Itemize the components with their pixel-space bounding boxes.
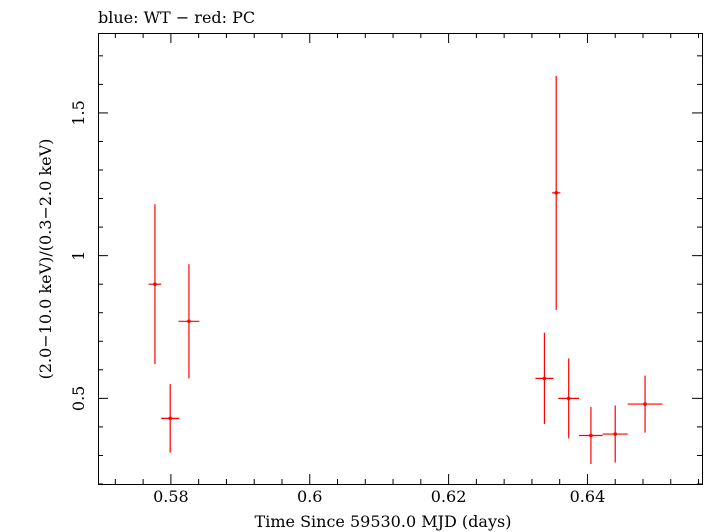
y-tick-label: 0.5 <box>69 386 88 411</box>
data-point <box>535 332 554 425</box>
data-point <box>148 204 162 365</box>
point-marker <box>589 433 593 438</box>
y-tick-label: 1.5 <box>69 100 88 125</box>
x-axis-label: Time Since 59530.0 MJD (days) <box>255 512 512 531</box>
y-axis-label: (2.0−10.0 keV)/(0.3−2.0 keV) <box>36 139 55 380</box>
data-point <box>602 405 628 463</box>
x-tick-label: 0.6 <box>297 487 322 506</box>
y-tick-label: 1 <box>69 251 88 261</box>
x-tick-label: 0.64 <box>570 487 606 506</box>
plot-frame <box>98 33 703 485</box>
data-point <box>579 406 603 465</box>
data-point <box>558 358 580 439</box>
data-point <box>161 384 180 453</box>
y-axis-ticks: 0.5 1 1.5 <box>69 55 702 485</box>
x-tick-label: 0.58 <box>153 487 189 506</box>
point-marker <box>613 432 618 436</box>
data-points <box>148 75 663 465</box>
point-marker <box>542 376 547 381</box>
point-marker <box>187 319 191 324</box>
data-point <box>178 264 200 379</box>
data-point <box>552 75 561 310</box>
point-marker <box>168 416 173 421</box>
data-point <box>627 375 663 433</box>
x-axis-ticks: 0.58 0.6 0.62 0.64 <box>114 33 700 506</box>
point-marker <box>566 396 571 401</box>
x-tick-label: 0.62 <box>431 487 467 506</box>
chart-title: blue: WT − red: PC <box>98 8 255 27</box>
point-marker <box>643 402 647 406</box>
point-marker <box>554 191 559 195</box>
point-marker <box>153 282 157 286</box>
